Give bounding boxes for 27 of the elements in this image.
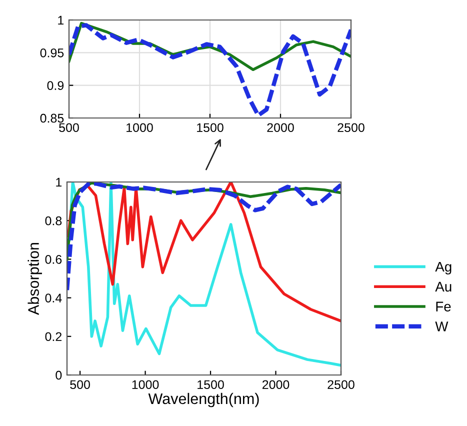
y-tick-label: 0.2	[45, 332, 62, 342]
x-tick-label: 1000	[132, 380, 159, 390]
x-tick-label: 2000	[262, 380, 290, 390]
y-tick-label: 0.85	[40, 114, 64, 123]
x-tick-label: 1500	[197, 123, 224, 132]
y-tick-label: 1	[56, 178, 62, 187]
legend-label: Fe	[436, 302, 451, 312]
y-tick-label: 0.9	[47, 81, 64, 90]
y-tick-label: 1	[58, 16, 64, 25]
y-tick-label: 0.4	[45, 294, 62, 302]
y-tick-label: 0.95	[40, 48, 64, 58]
x-tick-label: 1000	[126, 123, 153, 132]
x-tick-label: 1500	[198, 380, 224, 390]
legend-label: Au	[435, 282, 452, 292]
x-tick-label: 2500	[338, 123, 364, 132]
legend-label: Ag	[435, 262, 452, 274]
x-tick-label: 2000	[267, 123, 294, 132]
x-tick-label: 2500	[328, 380, 354, 390]
line-series	[69, 23, 351, 118]
x-tick-label: 500	[59, 123, 79, 132]
y-axis-title: Absorption	[28, 242, 42, 315]
y-tick-label: 0	[56, 370, 62, 380]
y-tick-label: 0.8	[45, 216, 62, 226]
x-axis-title: Wavelength(nm)	[148, 392, 259, 408]
y-tick-label: 0.6	[45, 255, 62, 264]
x-tick-label: 500	[70, 380, 90, 390]
legend-label: W	[435, 322, 448, 332]
